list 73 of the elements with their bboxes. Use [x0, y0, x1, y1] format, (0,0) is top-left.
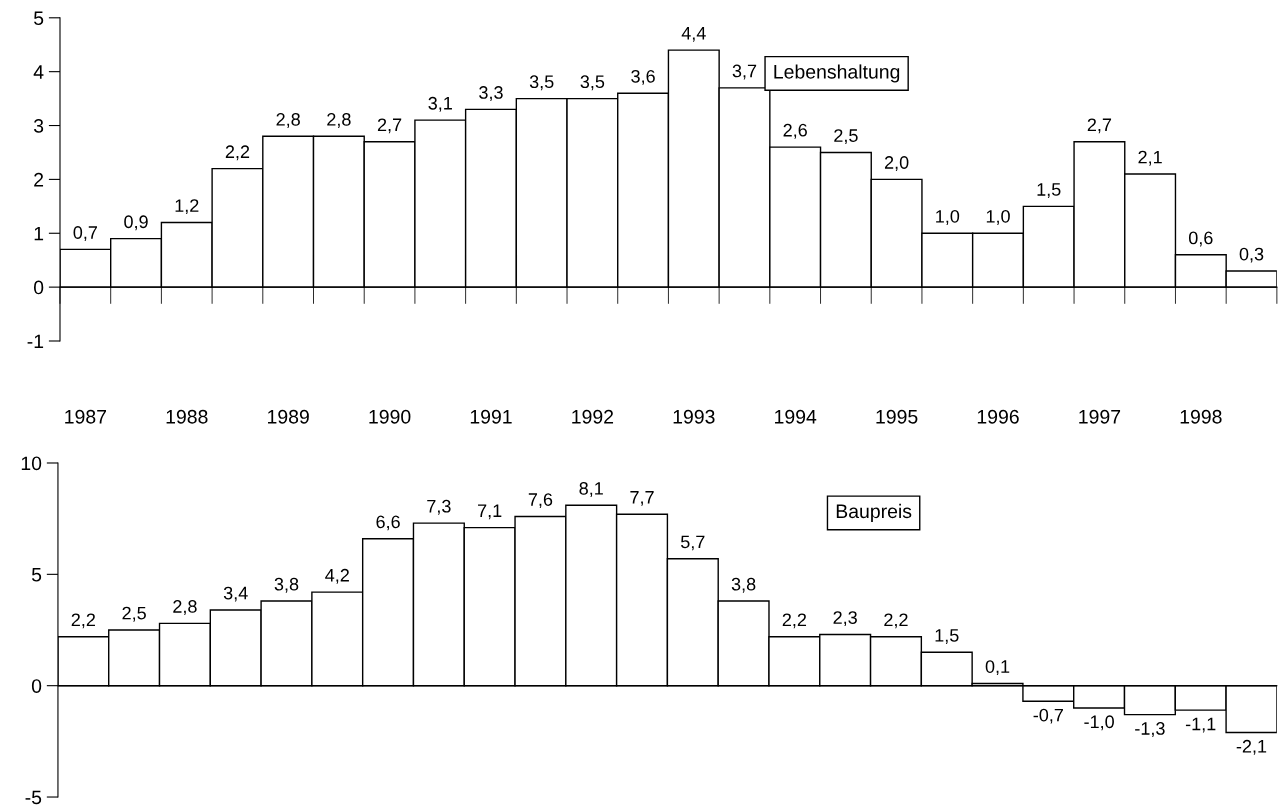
data-label: 2,1 [1138, 150, 1162, 166]
y-tick-label: 3 [33, 119, 44, 133]
data-label: 5,7 [680, 535, 705, 551]
data-label: 3,8 [274, 577, 299, 593]
data-label: -2,1 [1236, 739, 1267, 755]
x-tick-label: 1995 [876, 409, 918, 424]
x-tick-label: 1997 [1079, 409, 1121, 424]
data-label: 3,3 [479, 86, 503, 101]
data-label: 7,1 [478, 504, 502, 520]
series-label: Lebenshaltung [774, 64, 900, 83]
data-label: 0,1 [985, 660, 1010, 676]
data-label: 2,2 [225, 145, 250, 161]
data-label: 7,3 [427, 499, 451, 515]
x-tick-label: 1994 [775, 409, 817, 424]
data-label: 2,8 [173, 600, 197, 615]
x-tick-label: 1996 [977, 409, 1019, 424]
y-tick-label: 5 [31, 568, 42, 582]
x-tick-label: 1988 [166, 409, 208, 424]
data-label: 2,3 [833, 611, 857, 627]
data-label: 1,0 [986, 209, 1010, 225]
x-tick-label: 1993 [673, 409, 715, 424]
x-tick-label: 1991 [470, 409, 512, 424]
data-label: 2,6 [783, 123, 807, 139]
y-tick-label: 5 [33, 11, 44, 26]
data-label: 0,3 [1239, 247, 1264, 263]
data-label: 2,2 [71, 613, 95, 629]
data-label: 1,5 [935, 629, 959, 644]
y-tick-label: 1 [34, 226, 44, 241]
data-label: -1,1 [1185, 717, 1216, 733]
data-label: 3,6 [631, 69, 655, 85]
data-label: 4,4 [681, 27, 706, 42]
data-label: -1,3 [1135, 722, 1165, 737]
data-label: 2,8 [327, 113, 351, 128]
data-label: 7,6 [528, 493, 553, 509]
data-label: 0,9 [124, 215, 148, 231]
data-label: 2,2 [884, 613, 908, 629]
data-label: 0,6 [1188, 231, 1213, 247]
data-label: 3,4 [223, 586, 248, 602]
data-label: 2,0 [884, 156, 909, 172]
x-tick-label: 1998 [1180, 409, 1222, 424]
data-label: 2,2 [782, 613, 807, 629]
data-label: 3,7 [732, 64, 757, 80]
data-label: 7,7 [630, 491, 654, 506]
text: Baupreis [836, 503, 912, 522]
data-label: 1,2 [175, 199, 199, 215]
data-label: 2,5 [834, 129, 858, 145]
data-label: 2,7 [1087, 118, 1112, 134]
x-tick-label: 1992 [572, 409, 614, 424]
x-tick-label: 1987 [65, 409, 106, 424]
data-label: -0,7 [1033, 708, 1063, 724]
data-label: 1,0 [936, 209, 960, 225]
data-label: 3,8 [731, 577, 756, 593]
y-tick-label: 0 [33, 280, 44, 295]
y-tick-label: -1 [27, 334, 44, 349]
data-label: -1,0 [1084, 715, 1114, 731]
data-label: 2,5 [122, 606, 146, 622]
y-tick-label: 0 [31, 679, 42, 693]
data-label: 3,5 [529, 75, 554, 91]
x-tick-label: 1989 [268, 409, 309, 424]
data-label: 3,5 [580, 75, 605, 91]
data-label: 4,2 [325, 568, 349, 584]
data-label: 1,5 [1037, 183, 1061, 198]
y-tick-label: 4 [33, 65, 44, 79]
y-tick-label: -5 [25, 790, 42, 805]
data-label: 6,6 [376, 515, 400, 531]
data-label: 0,7 [73, 226, 97, 242]
y-tick-label: 2 [34, 172, 44, 187]
x-tick-label: 1990 [369, 409, 411, 424]
y-tick-label: 10 [21, 456, 42, 471]
data-label: 2,8 [276, 113, 300, 128]
data-label: 2,7 [377, 118, 402, 134]
data-label: 8,1 [579, 482, 603, 497]
data-label: 3,1 [428, 96, 452, 112]
